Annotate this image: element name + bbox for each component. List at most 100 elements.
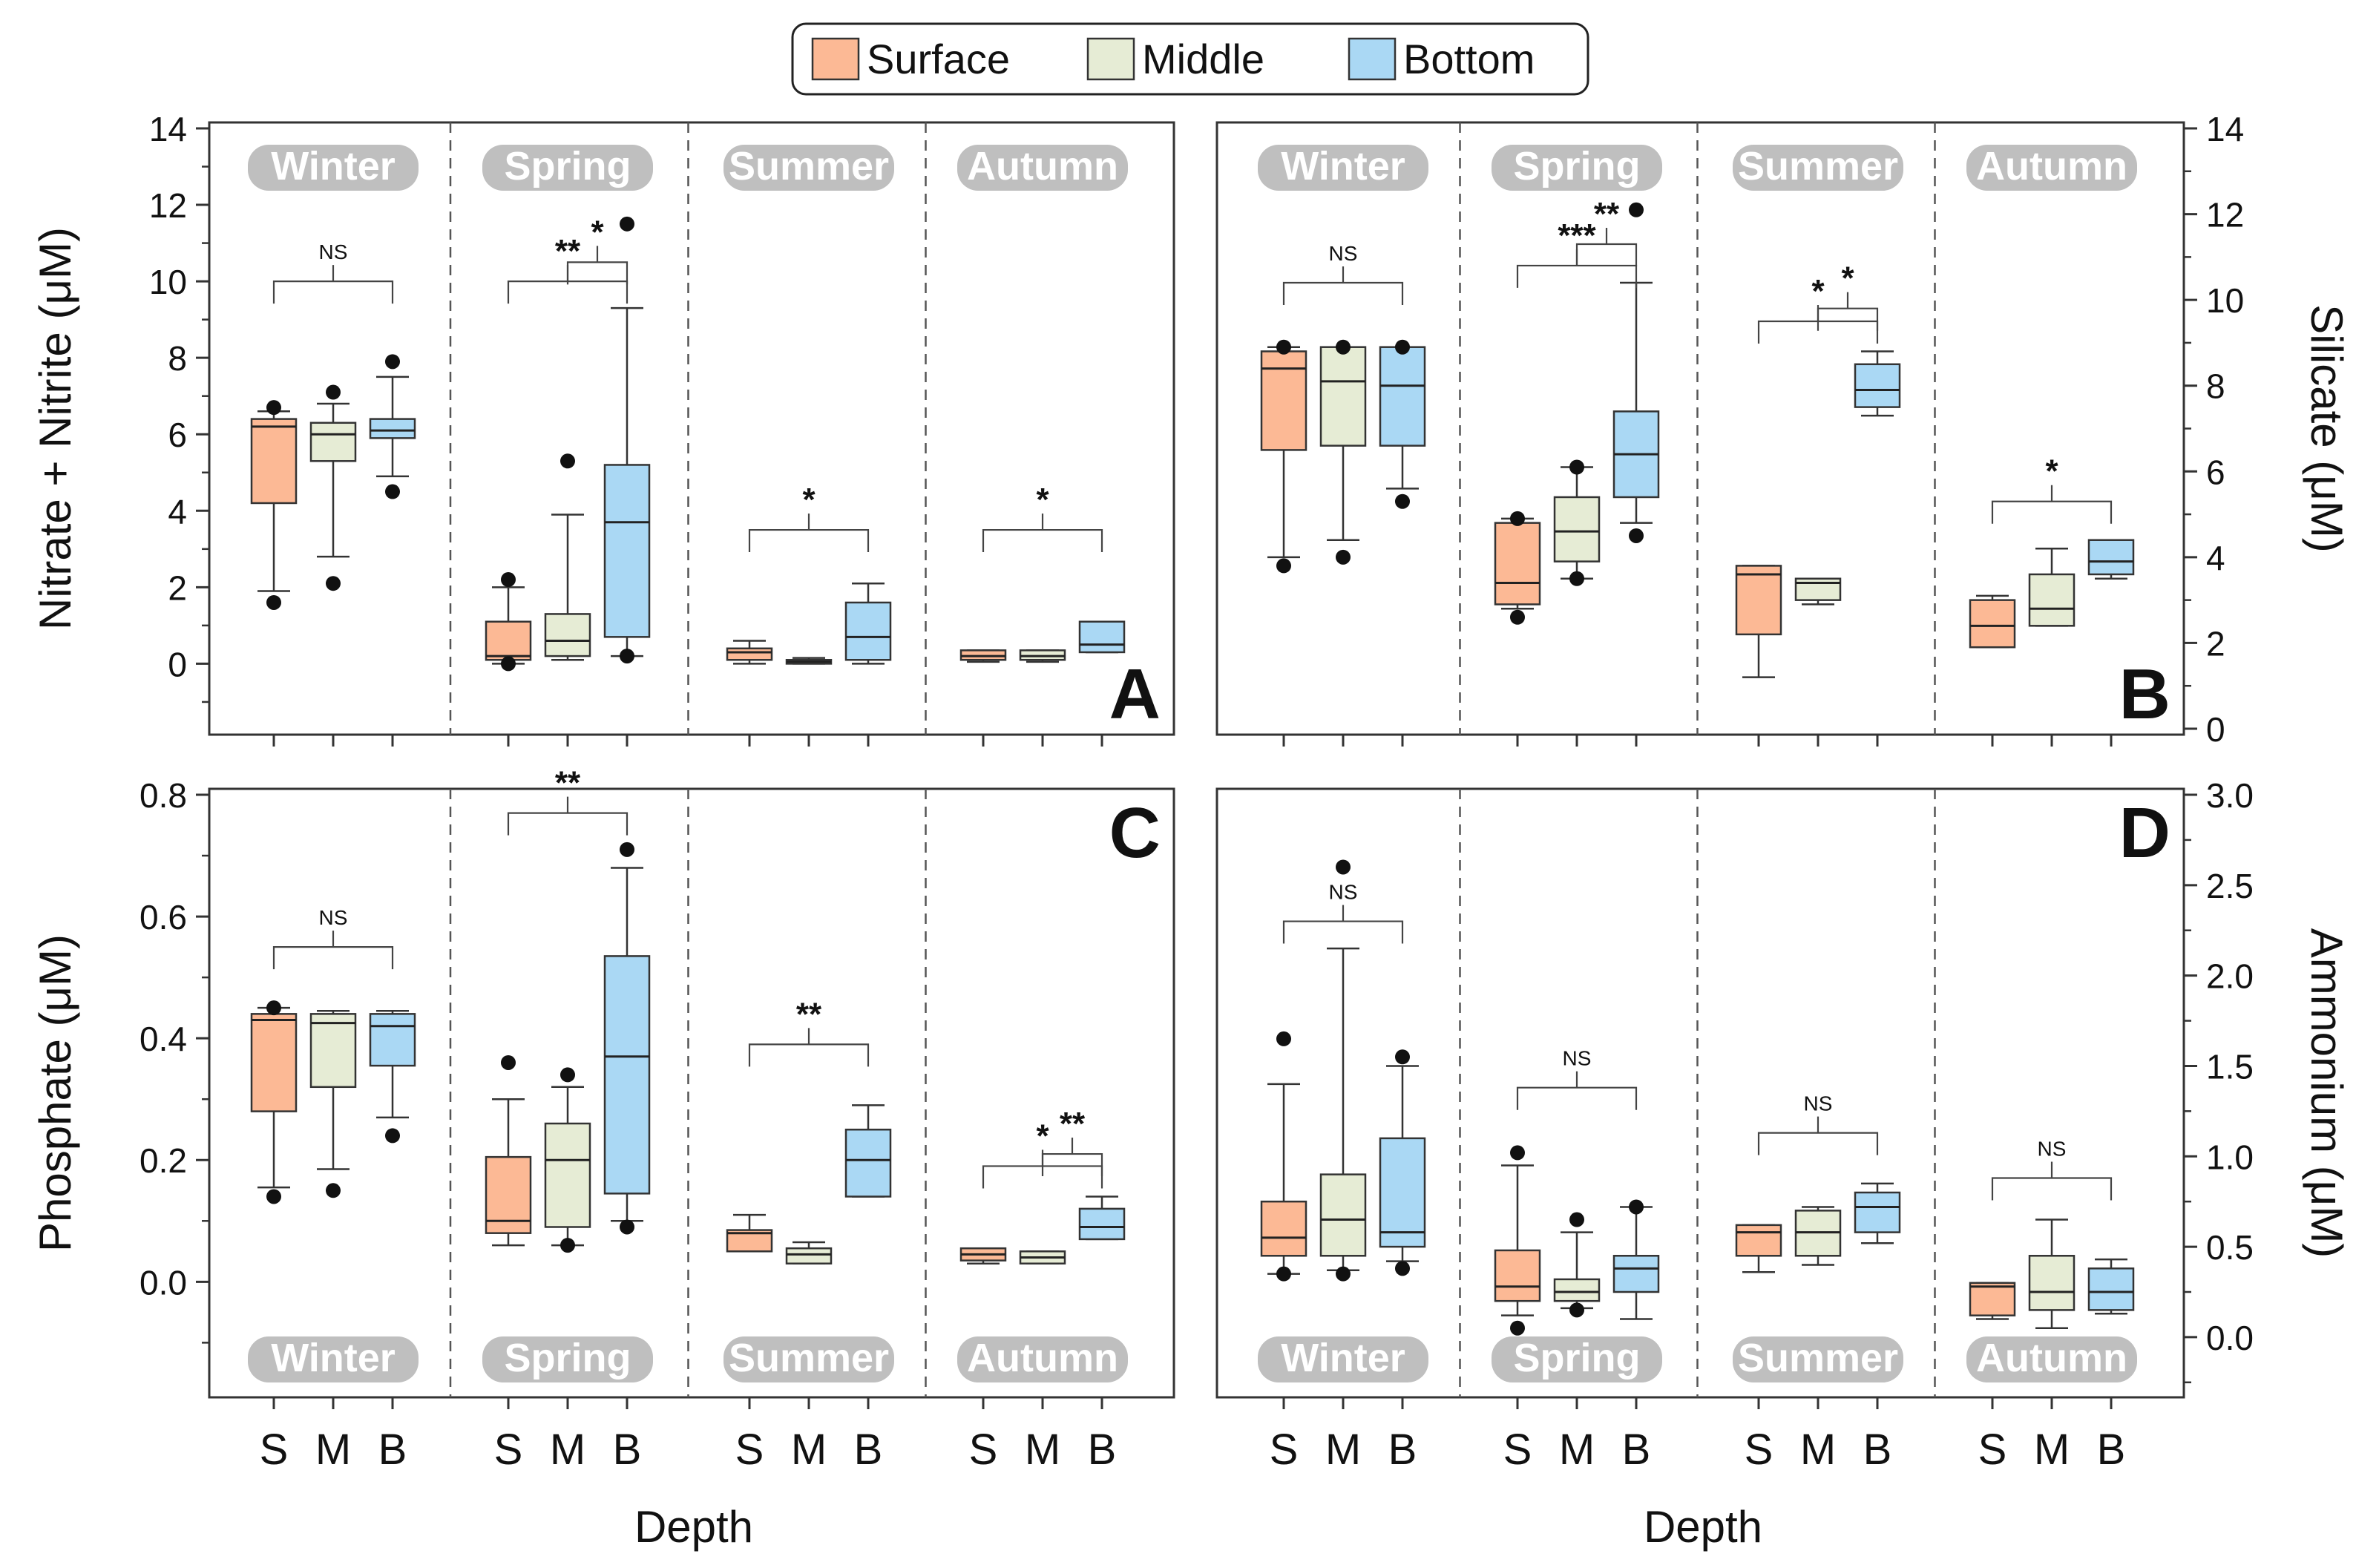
outlier-point (620, 842, 634, 857)
outlier-point (1629, 202, 1644, 217)
season-label: Spring (505, 1336, 631, 1380)
x-tick-label: S (735, 1426, 764, 1474)
season-badge (1733, 145, 1903, 191)
x-axis-label-right: Depth (1644, 1502, 1762, 1552)
x-tick-label: M (1325, 1426, 1361, 1474)
season-badge (1492, 145, 1662, 191)
box (250, 418, 298, 505)
outlier-point (1510, 511, 1525, 526)
season-badge (248, 1336, 419, 1382)
significance-bracket (507, 281, 629, 304)
outlier-point (1395, 1261, 1410, 1276)
significance-label: NS (1329, 881, 1358, 904)
legend-label-middle: Middle (1142, 36, 1264, 82)
season-label: Spring (1514, 1336, 1641, 1380)
outlier-point (620, 216, 634, 232)
outlier-point (385, 354, 400, 370)
significance-bracket (982, 528, 1103, 553)
outlier-point (1276, 558, 1291, 574)
significance-bracket (748, 1043, 870, 1067)
panel-frame (1215, 787, 2185, 1399)
x-tick-label: S (1745, 1426, 1773, 1474)
box (2087, 539, 2135, 576)
outlier-point (1395, 1049, 1410, 1065)
season-label: Autumn (1976, 144, 2127, 188)
box (1260, 350, 1307, 451)
box (485, 620, 532, 661)
significance-label: * (2045, 453, 2058, 490)
y-tick-label: 3.0 (2206, 776, 2254, 815)
x-tick-label: M (791, 1426, 827, 1474)
box (844, 1128, 892, 1198)
significance-bracket (272, 946, 394, 970)
box (1494, 1249, 1541, 1302)
outlier-point (1395, 493, 1410, 509)
box (1735, 565, 1782, 636)
box (1078, 1207, 1126, 1241)
x-tick-label: S (494, 1426, 523, 1474)
y-axis-label: Nitrate + Nitrite (μM) (30, 227, 80, 630)
box (1260, 1200, 1307, 1257)
season-badge (723, 1336, 894, 1382)
season-badge (957, 1336, 1128, 1382)
significance-label: ** (1594, 196, 1620, 232)
significance-label: NS (1563, 1047, 1592, 1070)
box (309, 421, 357, 462)
x-tick-label: B (1863, 1426, 1892, 1474)
y-tick-label: 0 (2206, 710, 2225, 749)
box (603, 464, 651, 638)
box (2087, 1267, 2135, 1311)
season-badge (248, 145, 419, 191)
significance-label: NS (1804, 1092, 1833, 1115)
x-tick-label: M (1559, 1426, 1595, 1474)
season-label: Winter (1281, 1336, 1405, 1380)
y-tick-label: 4 (2206, 539, 2225, 577)
significance-bracket (748, 528, 870, 553)
season-badge (1258, 145, 1428, 191)
significance-bracket (1991, 1177, 2113, 1201)
outlier-point (266, 400, 281, 416)
outlier-point (1510, 609, 1525, 625)
significance-label: NS (1329, 242, 1358, 265)
box (1969, 1282, 2016, 1316)
outlier-point (1629, 528, 1644, 543)
outlier-point (1276, 1266, 1291, 1282)
y-tick-label: 2 (168, 568, 187, 607)
box (1854, 363, 1901, 408)
box (1553, 496, 1601, 562)
box (603, 955, 651, 1195)
y-tick-label: 6 (2206, 453, 2225, 491)
outlier-point (266, 1189, 281, 1204)
significance-bracket (1817, 307, 1879, 331)
outlier-point (560, 1067, 575, 1083)
outlier-point (326, 1183, 341, 1198)
season-badge (957, 145, 1128, 191)
significance-label: * (1036, 482, 1049, 518)
outlier-point (1569, 1212, 1584, 1227)
panel-label: B (2119, 655, 2170, 734)
y-tick-label: 6 (168, 416, 187, 454)
significance-label: ** (555, 765, 581, 801)
season-label: Summer (1738, 1336, 1898, 1380)
season-label: Summer (1738, 144, 1898, 188)
outlier-point (266, 594, 281, 610)
season-label: Summer (729, 1336, 889, 1380)
outlier-point (620, 649, 634, 664)
y-tick-label: 14 (2206, 110, 2244, 148)
x-tick-label: B (1622, 1426, 1651, 1474)
y-tick-label: 0.6 (140, 898, 187, 936)
season-label: Summer (729, 144, 889, 188)
box (1969, 599, 2016, 649)
outlier-point (1336, 549, 1351, 565)
season-label: Spring (1514, 144, 1641, 188)
outlier-point (1395, 339, 1410, 355)
outlier-point (501, 656, 516, 672)
significance-bracket (507, 812, 629, 836)
box (309, 1013, 357, 1089)
significance-bracket (1041, 1152, 1103, 1177)
box (726, 647, 773, 661)
season-badge (1733, 1336, 1903, 1382)
y-tick-label: 10 (149, 263, 187, 301)
y-tick-label: 4 (168, 492, 187, 531)
